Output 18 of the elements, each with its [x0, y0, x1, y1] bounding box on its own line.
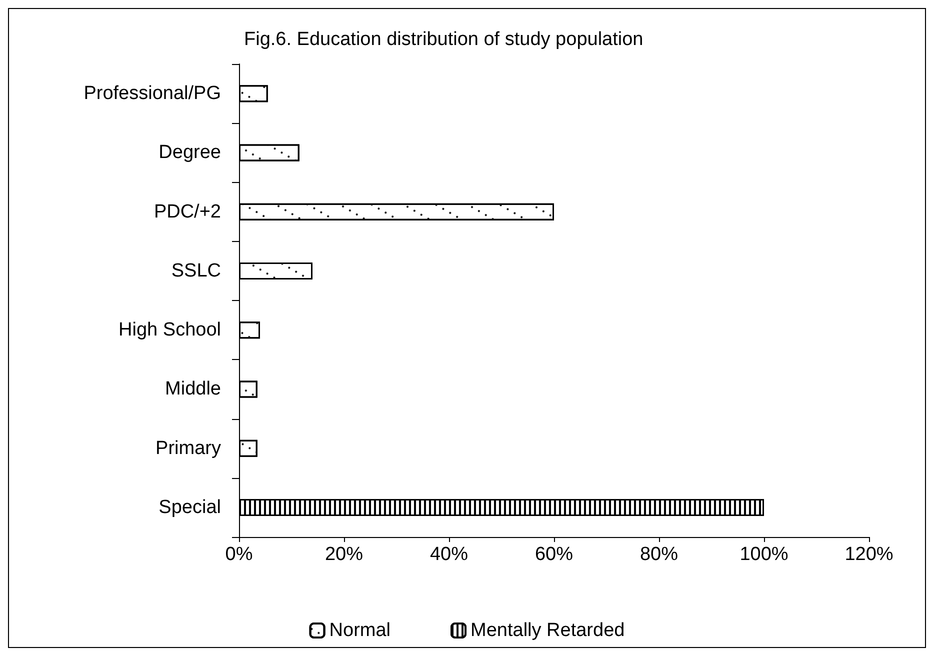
y-tick-label: Primary	[156, 438, 222, 459]
y-tick-label: PDC/+2	[154, 201, 221, 222]
legend-label: Mentally Retarded	[470, 620, 625, 641]
y-tick-label: Special	[158, 496, 221, 518]
legend-label: Normal	[329, 620, 391, 641]
y-tick-label: Middle	[165, 378, 221, 400]
x-tick-label: 100%	[740, 544, 788, 565]
y-tick-label: High School	[118, 320, 221, 341]
x-tick-label: 60%	[534, 544, 574, 565]
y-tick-label: Professional/PG	[84, 83, 221, 104]
y-tick-label: SSLC	[171, 260, 221, 282]
x-tick-label: 80%	[640, 544, 678, 565]
x-tick-label: 120%	[844, 544, 894, 565]
y-tick-label: Degree	[158, 142, 221, 164]
x-tick-label: 40%	[430, 544, 468, 565]
chart-title: Fig.6. Education distribution of study population	[244, 29, 644, 50]
x-tick-label: 20%	[324, 544, 364, 565]
x-tick-label: 0%	[225, 544, 253, 565]
